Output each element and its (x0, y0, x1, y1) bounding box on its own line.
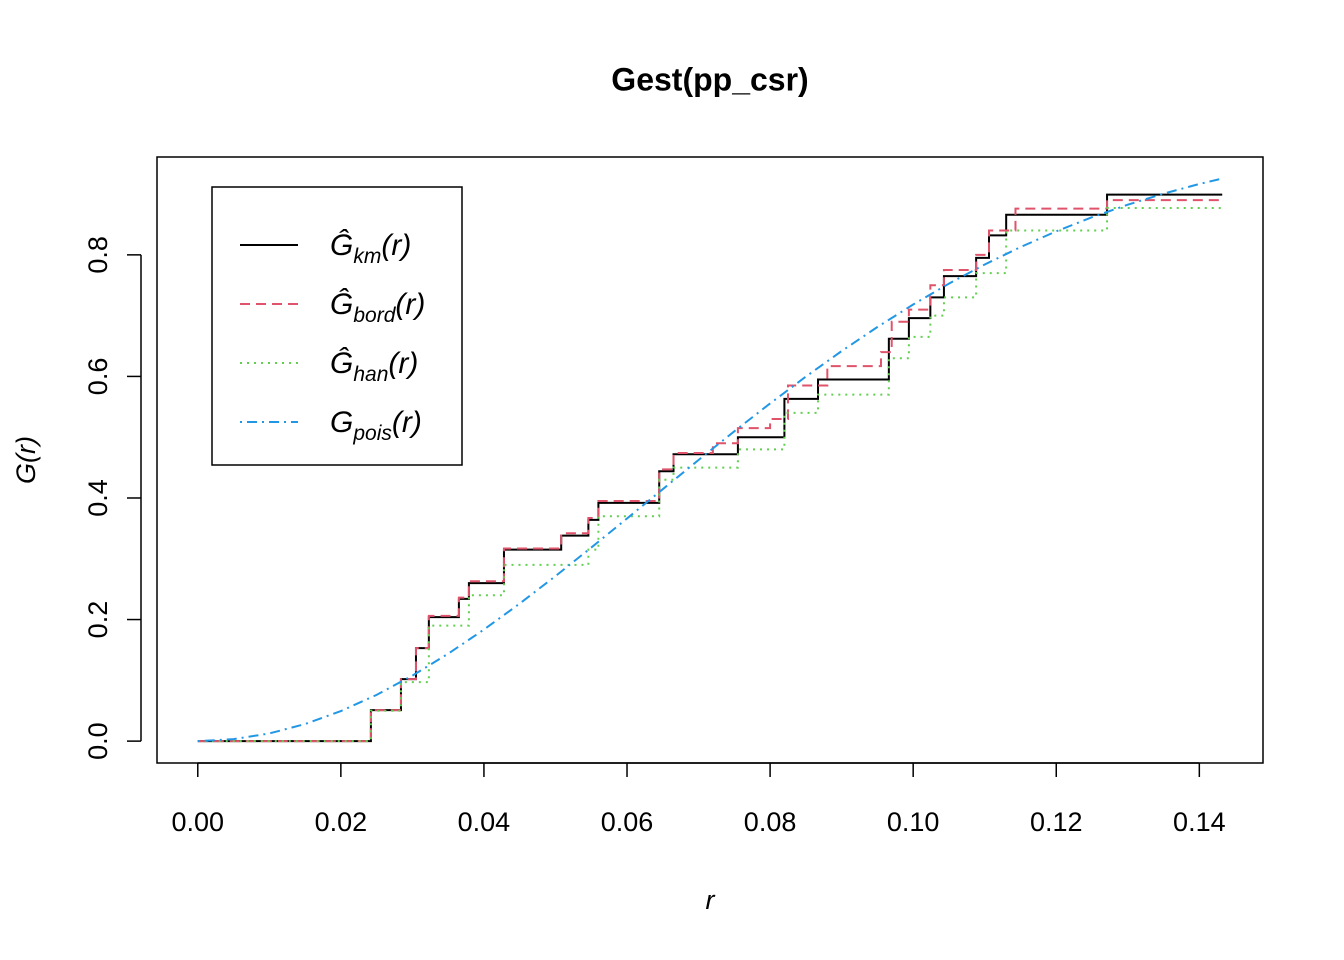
y-label-main: G (11, 463, 41, 484)
x-tick-label: 0.02 (315, 807, 368, 837)
x-tick-label: 0.08 (744, 807, 797, 837)
y-tick-label: 0.4 (83, 479, 113, 517)
x-axis-label: r (706, 885, 716, 915)
y-tick-label: 0.8 (83, 236, 113, 274)
plot-area (197, 177, 1223, 743)
legend-entry: Ĝbord(r) (330, 287, 425, 327)
x-tick-label: 0.12 (1030, 807, 1083, 837)
x-tick-label: 0.00 (171, 807, 224, 837)
legend-subscript: han (353, 363, 388, 386)
legend-box (211, 186, 463, 466)
legend-subscript: bord (353, 304, 396, 327)
legend-symbol: G (330, 406, 353, 439)
legend-argument: (r) (395, 288, 425, 321)
legend-argument: (r) (381, 229, 411, 262)
legend-symbol: Ĝ (330, 287, 353, 321)
series-line (197, 207, 1223, 743)
legend-entry: Gpois(r) (330, 406, 422, 445)
legend-subscript: pois (352, 422, 392, 445)
x-tick-label: 0.14 (1173, 807, 1226, 837)
legend-symbol: Ĝ (330, 346, 353, 380)
x-tick-label: 0.10 (887, 807, 940, 837)
legend-symbol: Ĝ (330, 228, 353, 262)
x-tick-label: 0.04 (458, 807, 511, 837)
y-label-tail: (r) (11, 436, 41, 463)
legend-entry: Ĝhan(r) (330, 346, 418, 386)
y-tick-label: 0.2 (83, 601, 113, 639)
y-tick-label: 0.0 (83, 722, 113, 760)
series-line (197, 177, 1222, 743)
legend-subscript: km (353, 245, 381, 268)
legend-entry: Ĝkm(r) (330, 228, 411, 268)
chart-title: Gest(pp_csr) (611, 61, 808, 97)
legend-argument: (r) (388, 347, 418, 380)
x-tick-label: 0.06 (601, 807, 654, 837)
y-axis-label: G(r) (11, 436, 41, 484)
y-tick-label: 0.6 (83, 358, 113, 396)
series-line (197, 199, 1223, 743)
legend-argument: (r) (392, 406, 422, 439)
